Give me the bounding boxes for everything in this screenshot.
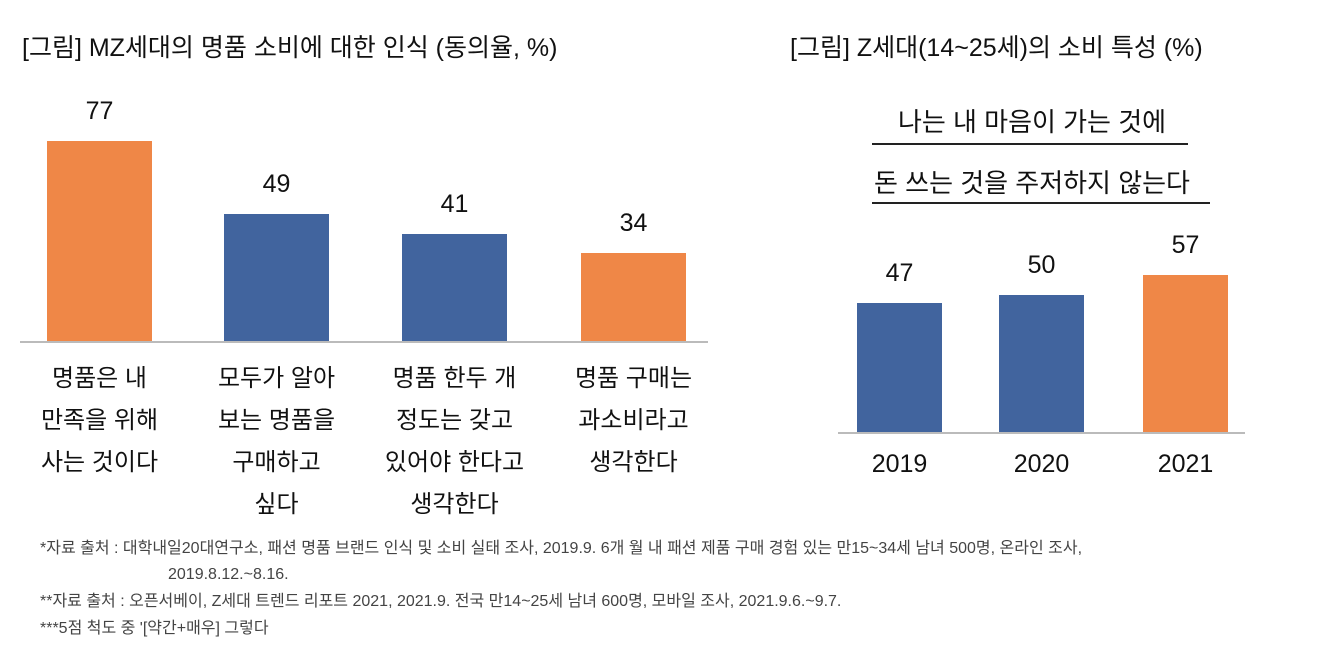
footnote-1-cont: 2019.8.12.~8.16. [168,566,289,583]
data-label: 57 [1171,231,1200,260]
bar [857,302,942,432]
bar [581,252,686,341]
data-label: 50 [1027,250,1056,279]
x-tick-label: 2021 [1157,450,1214,478]
category-label: 명품 구매는 과소비라고 생각한다 [574,365,693,476]
footnote-3: ***5점 척도 중 '[약간+매우] 그렇다 [40,620,269,637]
bar [224,213,329,341]
left-x-axis [20,341,708,343]
x-tick-label: 2019 [871,450,928,478]
category-label: 모두가 알아 보는 명품을 구매하고 싶다 [217,365,336,518]
data-label: 77 [85,96,114,125]
right-x-axis [838,432,1245,434]
right-chart-subtitle-line-1: 나는 내 마음이 가는 것에 [897,107,1167,137]
subtitle-underline-2 [872,202,1210,204]
bar [1143,275,1228,432]
category-label: 명품 한두 개 정도는 갖고 있어야 한다고 생각한다 [384,365,525,518]
data-label: 34 [619,208,648,237]
footnote-1: *자료 출처 : 대학내일20대연구소, 패션 명품 브랜드 인식 및 소비 실… [40,540,1083,557]
data-label: 47 [885,258,914,287]
data-label: 41 [440,190,469,219]
right-chart-subtitle-line-2: 돈 쓰는 것을 주저하지 않는다 [874,168,1190,198]
bar [47,140,152,341]
left-chart-title: [그림] MZ세대의 명품 소비에 대한 인식 (동의율, %) [22,34,558,62]
x-tick-label: 2020 [1013,450,1070,478]
data-label: 49 [262,169,291,198]
footnote-2: **자료 출처 : 오픈서베이, Z세대 트렌드 리포트 2021, 2021.… [40,593,842,610]
category-label: 명품은 내 만족을 위해 사는 것이다 [40,365,159,476]
bar [402,234,507,341]
right-chart-title: [그림] Z세대(14~25세)의 소비 특성 (%) [790,34,1203,62]
subtitle-underline-1 [872,143,1188,145]
bar [999,294,1084,432]
